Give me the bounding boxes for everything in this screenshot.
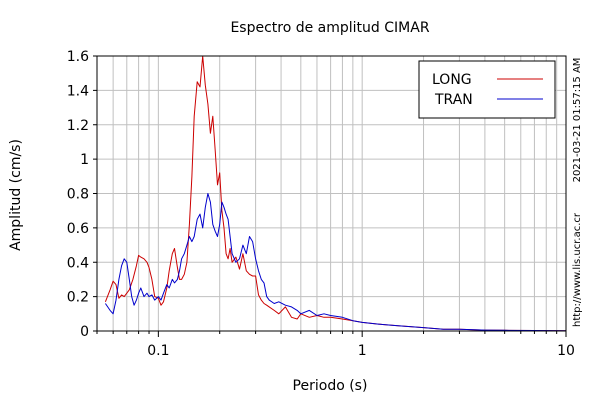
x-tick-label: 1 <box>358 343 367 359</box>
y-tick-label: 0 <box>80 324 89 340</box>
y-tick-label: 0.6 <box>67 221 89 237</box>
timestamp-text: 2021-03-21 01:57:15 AM <box>572 58 583 183</box>
source-url-text: http://www.lis.ucr.ac.cr <box>572 212 583 327</box>
y-tick-label: 0.2 <box>67 290 89 306</box>
y-tick-label: 1.6 <box>67 49 89 65</box>
x-tick-label: 10 <box>557 343 575 359</box>
y-tick-label: 0.4 <box>67 255 89 271</box>
y-axis-label: Amplitud (cm/s) <box>8 139 24 251</box>
series-line-tran <box>104 193 567 332</box>
legend-box <box>418 60 556 119</box>
x-tick-label: 0.1 <box>147 343 169 359</box>
series-line-long <box>104 55 567 332</box>
y-tick-label: 1.4 <box>67 83 89 99</box>
legend: LONG TRAN <box>418 60 556 119</box>
y-tick-label: 0.8 <box>67 187 89 203</box>
series-layer <box>104 55 567 332</box>
chart-title: Espectro de amplitud CIMAR <box>230 20 429 36</box>
y-tick-label: 1.2 <box>67 118 89 134</box>
axis-ticks: 0 0.2 0.4 0.6 0.8 1 1.2 1.4 1.6 0.1 1 10 <box>67 49 575 359</box>
x-axis-label: Periodo (s) <box>293 378 368 394</box>
legend-label-tran: TRAN <box>434 92 473 108</box>
legend-label-long: LONG <box>432 72 472 88</box>
y-tick-label: 1 <box>80 152 89 168</box>
